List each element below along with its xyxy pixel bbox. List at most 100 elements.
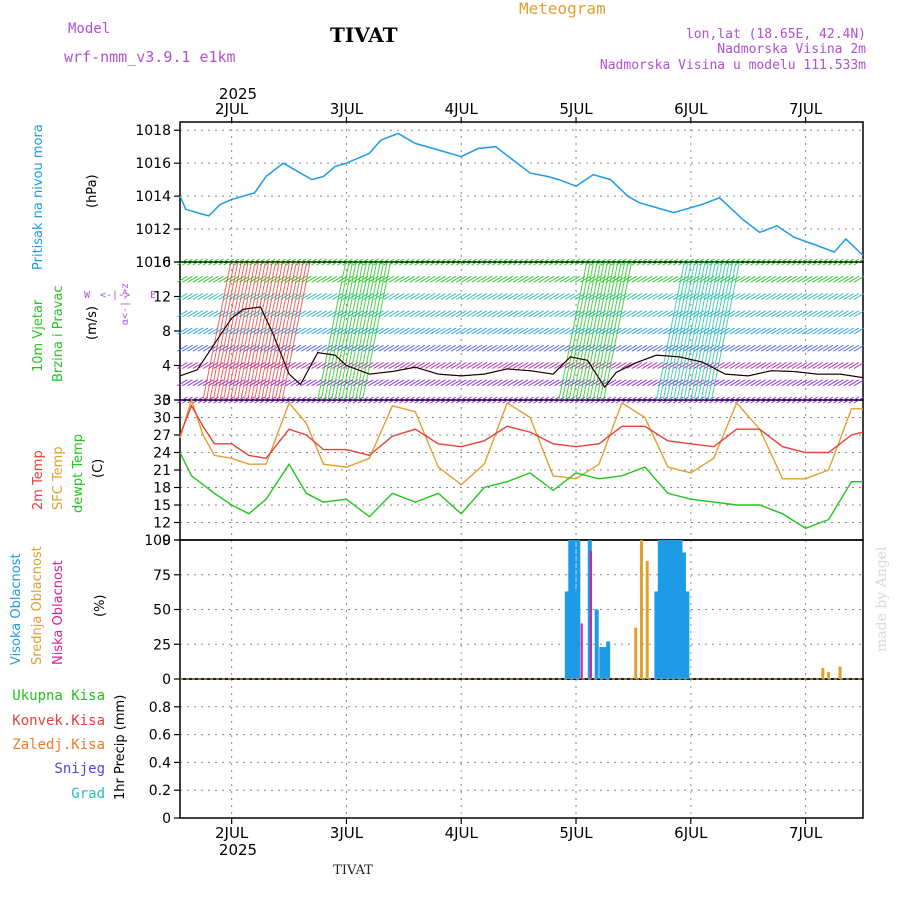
wind-barb <box>574 258 586 266</box>
wind-barb <box>667 275 679 283</box>
wind-barb <box>192 293 204 300</box>
wind-barb <box>848 379 860 387</box>
wind-barb <box>471 344 482 352</box>
wind-hatch <box>337 261 367 401</box>
wind-barb <box>213 396 224 404</box>
wind-barb <box>337 258 348 266</box>
wind-barb <box>776 293 787 300</box>
wind-barb <box>388 258 400 266</box>
wind-barb <box>399 362 410 369</box>
wind-barb <box>393 327 405 335</box>
wind-hatch <box>240 261 270 401</box>
wind-barb <box>301 310 312 318</box>
wind-barb <box>843 362 854 369</box>
wind-barb <box>657 344 668 352</box>
wind-barb <box>683 362 694 369</box>
wind-barb <box>636 327 648 335</box>
wind-barb <box>471 275 482 283</box>
cloud-bar <box>661 540 666 679</box>
wind-barb <box>802 327 813 335</box>
wind-barb <box>817 293 829 300</box>
wind-barb <box>636 344 648 352</box>
wind-barb <box>750 258 761 266</box>
wind-barb <box>383 327 395 335</box>
wind-hatch <box>247 261 277 401</box>
wind-barb <box>321 310 333 318</box>
wind-barb <box>512 344 524 352</box>
wind-barb <box>822 362 834 369</box>
wind-barb <box>352 396 364 404</box>
wind-barb <box>621 258 632 266</box>
wind-barb <box>311 379 322 387</box>
wind-barb <box>306 327 317 335</box>
wind-barb <box>393 310 405 318</box>
wind-barb <box>476 396 488 404</box>
wind-hatch <box>226 261 256 401</box>
wind-barb <box>600 275 612 283</box>
bottom-year: 2025 <box>219 841 257 859</box>
wind-barb <box>321 258 333 266</box>
wind-barb <box>610 275 622 283</box>
wind-barb <box>781 344 792 352</box>
wind-barb <box>822 258 834 266</box>
cloud-bar <box>564 591 569 679</box>
wind-barb <box>311 396 322 404</box>
wind-barb <box>848 362 860 369</box>
wind-barb <box>802 344 813 352</box>
wind-barb <box>734 379 746 387</box>
wind-barb <box>471 396 482 404</box>
wind-barb <box>461 379 472 387</box>
wind-barb <box>750 396 761 404</box>
wind-barb <box>590 344 601 352</box>
wind-barb <box>802 362 813 369</box>
wind-barb <box>554 258 565 266</box>
wind-barb <box>244 310 255 318</box>
wind-barb <box>740 275 751 283</box>
wind-hatch <box>679 261 709 401</box>
wind-barb <box>471 293 482 300</box>
wind-barb <box>208 275 219 283</box>
wind-barb <box>404 344 415 352</box>
wind-barb <box>332 396 343 404</box>
wind-barb <box>362 327 374 335</box>
wind-barb <box>399 310 410 318</box>
wind-barb <box>471 379 482 387</box>
wind-barb <box>688 396 699 404</box>
wind-barb <box>455 293 467 300</box>
wind-barb <box>419 362 431 369</box>
wind-barb <box>559 293 570 300</box>
wind-barb <box>202 327 214 335</box>
wind-barb <box>760 310 772 318</box>
wind-barb <box>600 344 612 352</box>
wind-barb <box>719 379 730 387</box>
wind-barb <box>378 344 390 352</box>
wind-barb <box>352 293 364 300</box>
wind-barb <box>538 327 550 335</box>
wind-barb <box>703 379 715 387</box>
wind-barb <box>631 310 643 318</box>
wind-barb <box>796 275 808 283</box>
wind-barb <box>486 310 498 318</box>
wind-barb <box>404 396 415 404</box>
wind-barb <box>399 275 410 283</box>
wind-barb <box>626 396 637 404</box>
wind-barb <box>662 327 674 335</box>
wind-barb <box>507 327 519 335</box>
wind-barb <box>450 327 462 335</box>
wind-barb <box>352 310 364 318</box>
wind-barb <box>419 275 431 283</box>
wind-barb <box>295 258 307 266</box>
cloud-bar <box>838 666 842 679</box>
wind-barb <box>332 258 343 266</box>
wind-barb <box>213 293 224 300</box>
wind-barb <box>440 362 451 369</box>
wind-barb <box>352 275 364 283</box>
wind-barb <box>352 327 364 335</box>
wind-hatch <box>344 261 374 401</box>
wind-barb <box>383 258 395 266</box>
wind-barb <box>192 344 204 352</box>
wind-barb <box>528 396 539 404</box>
wind-barb <box>600 310 612 318</box>
wind-barb <box>461 310 472 318</box>
wind-barb <box>244 258 255 266</box>
